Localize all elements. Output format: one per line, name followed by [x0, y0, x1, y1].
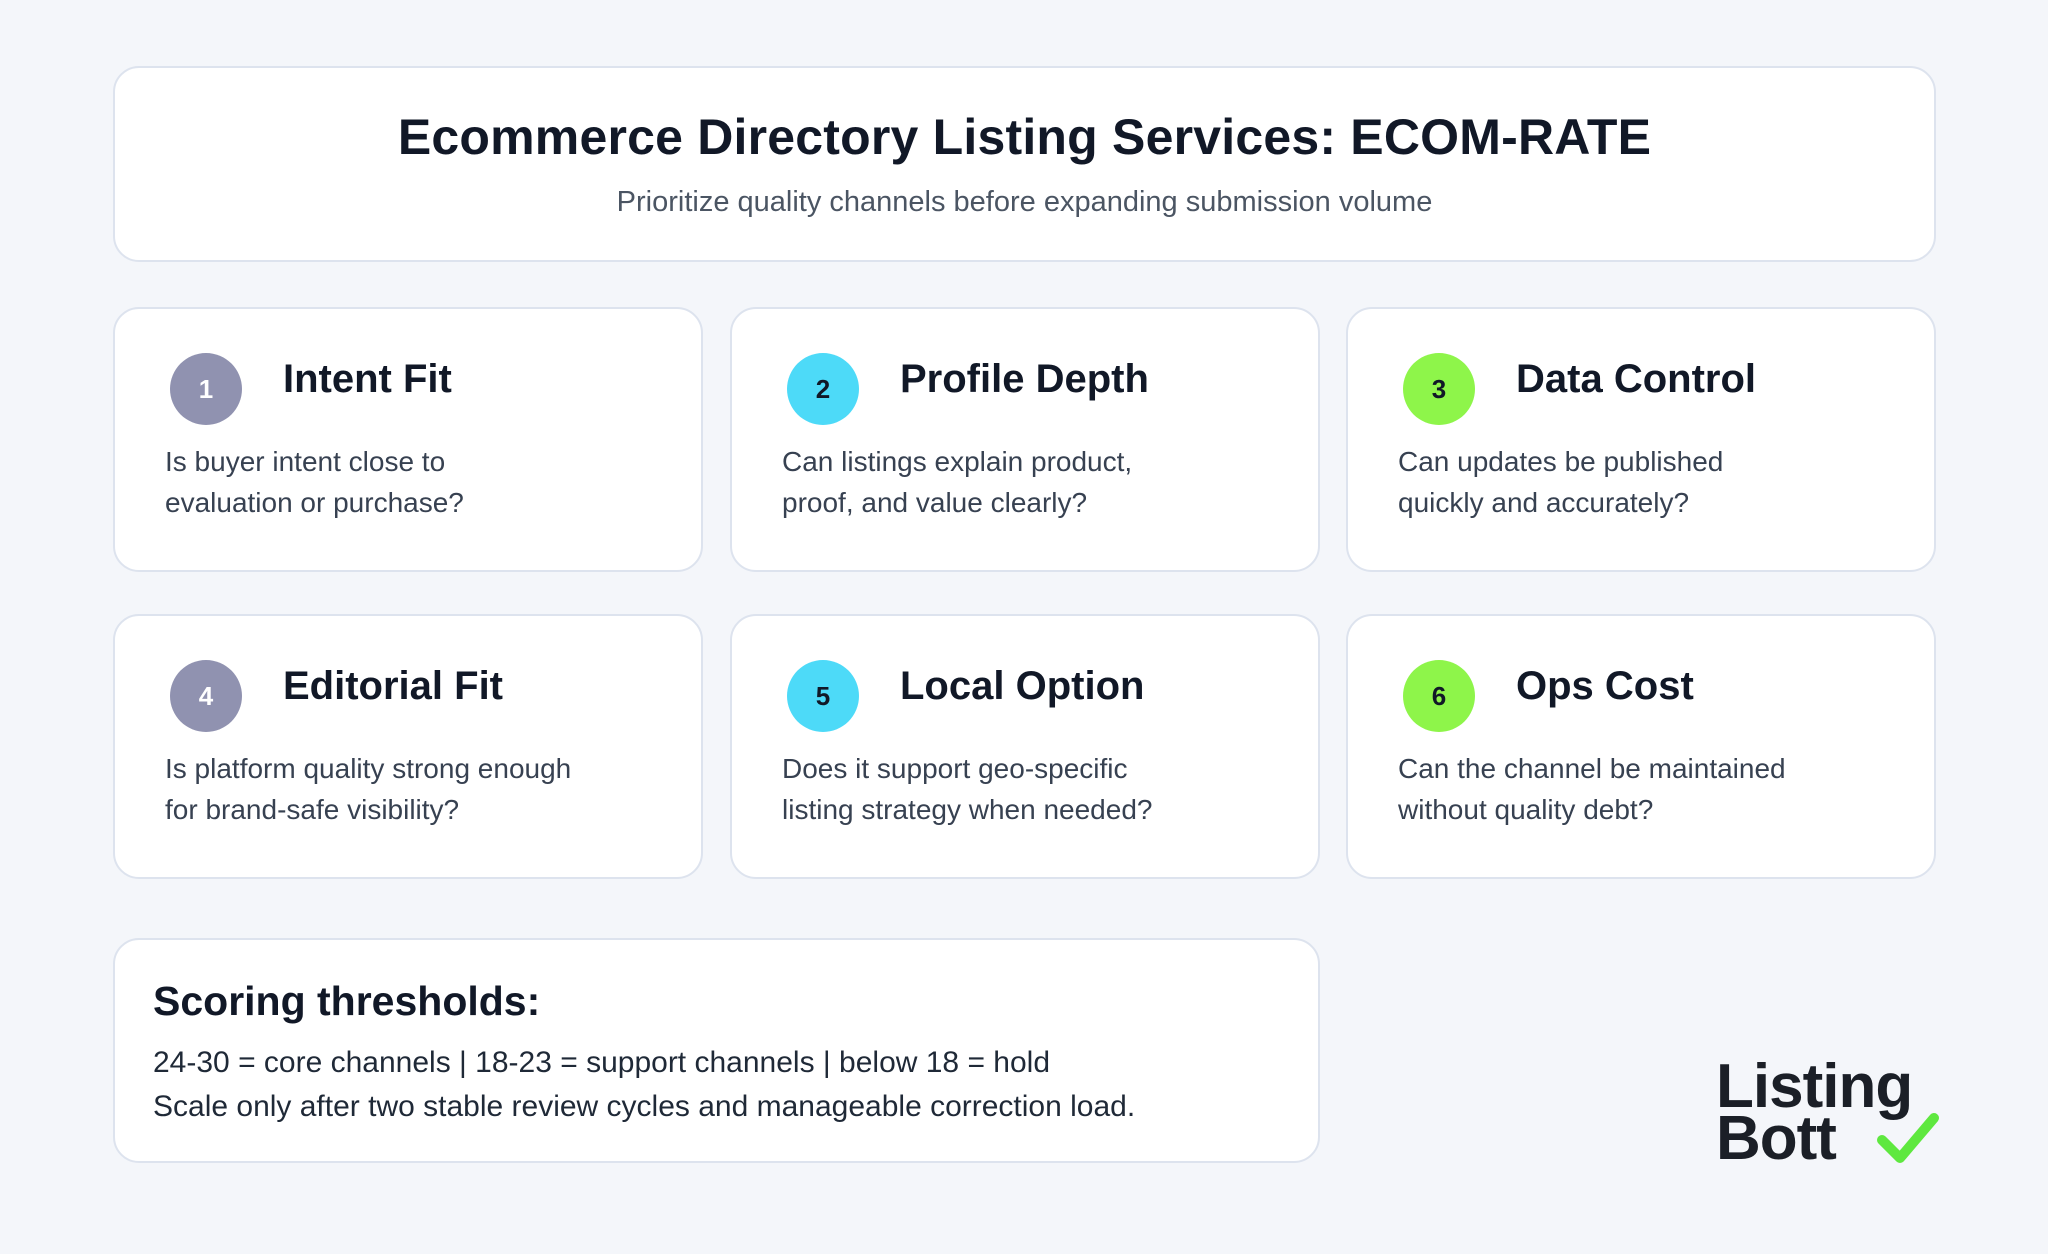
listingbott-logo: Listing Bott — [1716, 1052, 1946, 1173]
criterion-description: Is buyer intent close to evaluation or p… — [165, 441, 665, 523]
criterion-number-badge: 1 — [170, 353, 242, 425]
page-title: Ecommerce Directory Listing Services: EC… — [397, 109, 1652, 165]
criterion-card-local-option: 5 Local Option Does it support geo-speci… — [730, 614, 1320, 879]
criterion-title: Profile Depth — [900, 357, 1149, 401]
criterion-card-ops-cost: 6 Ops Cost Can the channel be maintained… — [1346, 614, 1936, 879]
logo-text-line2: Bott — [1716, 1104, 1837, 1173]
checkmark-icon — [1877, 1113, 1939, 1163]
criterion-description: Can updates be published quickly and acc… — [1398, 441, 1898, 523]
criterion-card-editorial-fit: 4 Editorial Fit Is platform quality stro… — [113, 614, 703, 879]
criterion-description: Is platform quality strong enough for br… — [165, 748, 665, 830]
criterion-number-badge: 3 — [1403, 353, 1475, 425]
scoring-guidance-line: Scale only after two stable review cycle… — [153, 1090, 1136, 1123]
criterion-description-line: proof, and value clearly? — [782, 487, 1088, 518]
criterion-number-badge: 2 — [787, 353, 859, 425]
criterion-number-badge: 5 — [787, 660, 859, 732]
criterion-description: Can the channel be maintained without qu… — [1398, 748, 1898, 830]
scoring-title: Scoring thresholds: — [153, 978, 541, 1024]
criterion-description-line: listing strategy when needed? — [782, 794, 1153, 825]
criterion-description-line: Is buyer intent close to — [165, 446, 446, 477]
criterion-description-line: Is platform quality strong enough — [165, 753, 572, 784]
criterion-description: Can listings explain product, proof, and… — [782, 441, 1282, 523]
criterion-description-line: Can updates be published — [1398, 446, 1724, 477]
criterion-description-line: evaluation or purchase? — [165, 487, 464, 518]
criterion-description-line: quickly and accurately? — [1398, 487, 1690, 518]
criterion-title: Local Option — [900, 664, 1145, 708]
criterion-description-line: Can the channel be maintained — [1398, 753, 1786, 784]
page-subtitle: Prioritize quality channels before expan… — [616, 186, 1433, 218]
criterion-title: Editorial Fit — [283, 664, 503, 708]
criterion-description-line: Does it support geo-specific — [782, 753, 1128, 784]
criterion-title: Intent Fit — [283, 357, 452, 401]
criterion-number-badge: 4 — [170, 660, 242, 732]
criterion-number-badge: 6 — [1403, 660, 1475, 732]
logo-text-line1: Listing — [1716, 1052, 1913, 1121]
scoring-thresholds-line: 24-30 = core channels | 18-23 = support … — [153, 1046, 1051, 1079]
criterion-description-line: without quality debt? — [1398, 794, 1654, 825]
criterion-description-line: for brand-safe visibility? — [165, 794, 460, 825]
criterion-card-profile-depth: 2 Profile Depth Can listings explain pro… — [730, 307, 1320, 572]
criterion-card-data-control: 3 Data Control Can updates be published … — [1346, 307, 1936, 572]
criterion-card-intent-fit: 1 Intent Fit Is buyer intent close to ev… — [113, 307, 703, 572]
scoring-thresholds-card: Scoring thresholds: 24-30 = core channel… — [113, 938, 1320, 1163]
header-card: Ecommerce Directory Listing Services: EC… — [113, 66, 1936, 262]
criterion-title: Data Control — [1516, 357, 1756, 401]
criterion-description: Does it support geo-specific listing str… — [782, 748, 1282, 830]
criterion-description-line: Can listings explain product, — [782, 446, 1133, 477]
criterion-title: Ops Cost — [1516, 664, 1694, 708]
